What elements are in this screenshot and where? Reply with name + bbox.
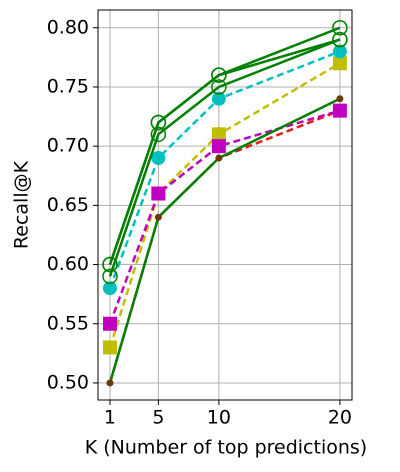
series-line: [108, 38, 341, 277]
marker: [332, 56, 347, 71]
marker: [154, 213, 162, 221]
y-tick-label: 0.80: [47, 16, 89, 38]
marker: [150, 126, 167, 143]
marker: [151, 150, 166, 165]
marker: [211, 127, 226, 142]
marker: [332, 44, 347, 59]
y-tick-label: 0.65: [47, 194, 89, 216]
marker: [102, 281, 117, 296]
y-tick-label: 0.60: [47, 253, 89, 275]
series-line: [108, 50, 341, 289]
y-tick-label: 0.75: [47, 75, 89, 97]
marker: [102, 340, 117, 355]
marker: [336, 95, 344, 103]
series-line: [108, 26, 341, 265]
x-tick-label: 20: [328, 407, 352, 429]
marker: [211, 67, 227, 83]
y-tick-label: 0.50: [47, 371, 89, 393]
x-tick-label: 1: [104, 407, 116, 429]
marker: [332, 20, 348, 36]
marker: [102, 268, 118, 285]
series-line: [108, 62, 341, 348]
x-tick-label: 5: [152, 407, 164, 429]
marker: [211, 91, 226, 106]
marker: [102, 316, 117, 331]
y-tick-label: 0.70: [47, 135, 89, 157]
y-tick-label: 0.55: [47, 312, 89, 334]
x-axis-label: K (Number of top predictions): [85, 437, 367, 459]
marker: [211, 139, 226, 154]
marker: [332, 31, 348, 48]
marker: [332, 103, 347, 118]
x-tick-label: 10: [207, 407, 231, 429]
marker: [102, 256, 118, 273]
marker: [106, 379, 114, 387]
plot-frame: [97, 9, 353, 401]
marker: [215, 154, 223, 162]
series-line: [108, 97, 341, 384]
marker: [150, 114, 167, 131]
marker: [151, 186, 166, 201]
marker: [211, 79, 227, 95]
y-axis-label: Recall@K: [11, 160, 33, 249]
